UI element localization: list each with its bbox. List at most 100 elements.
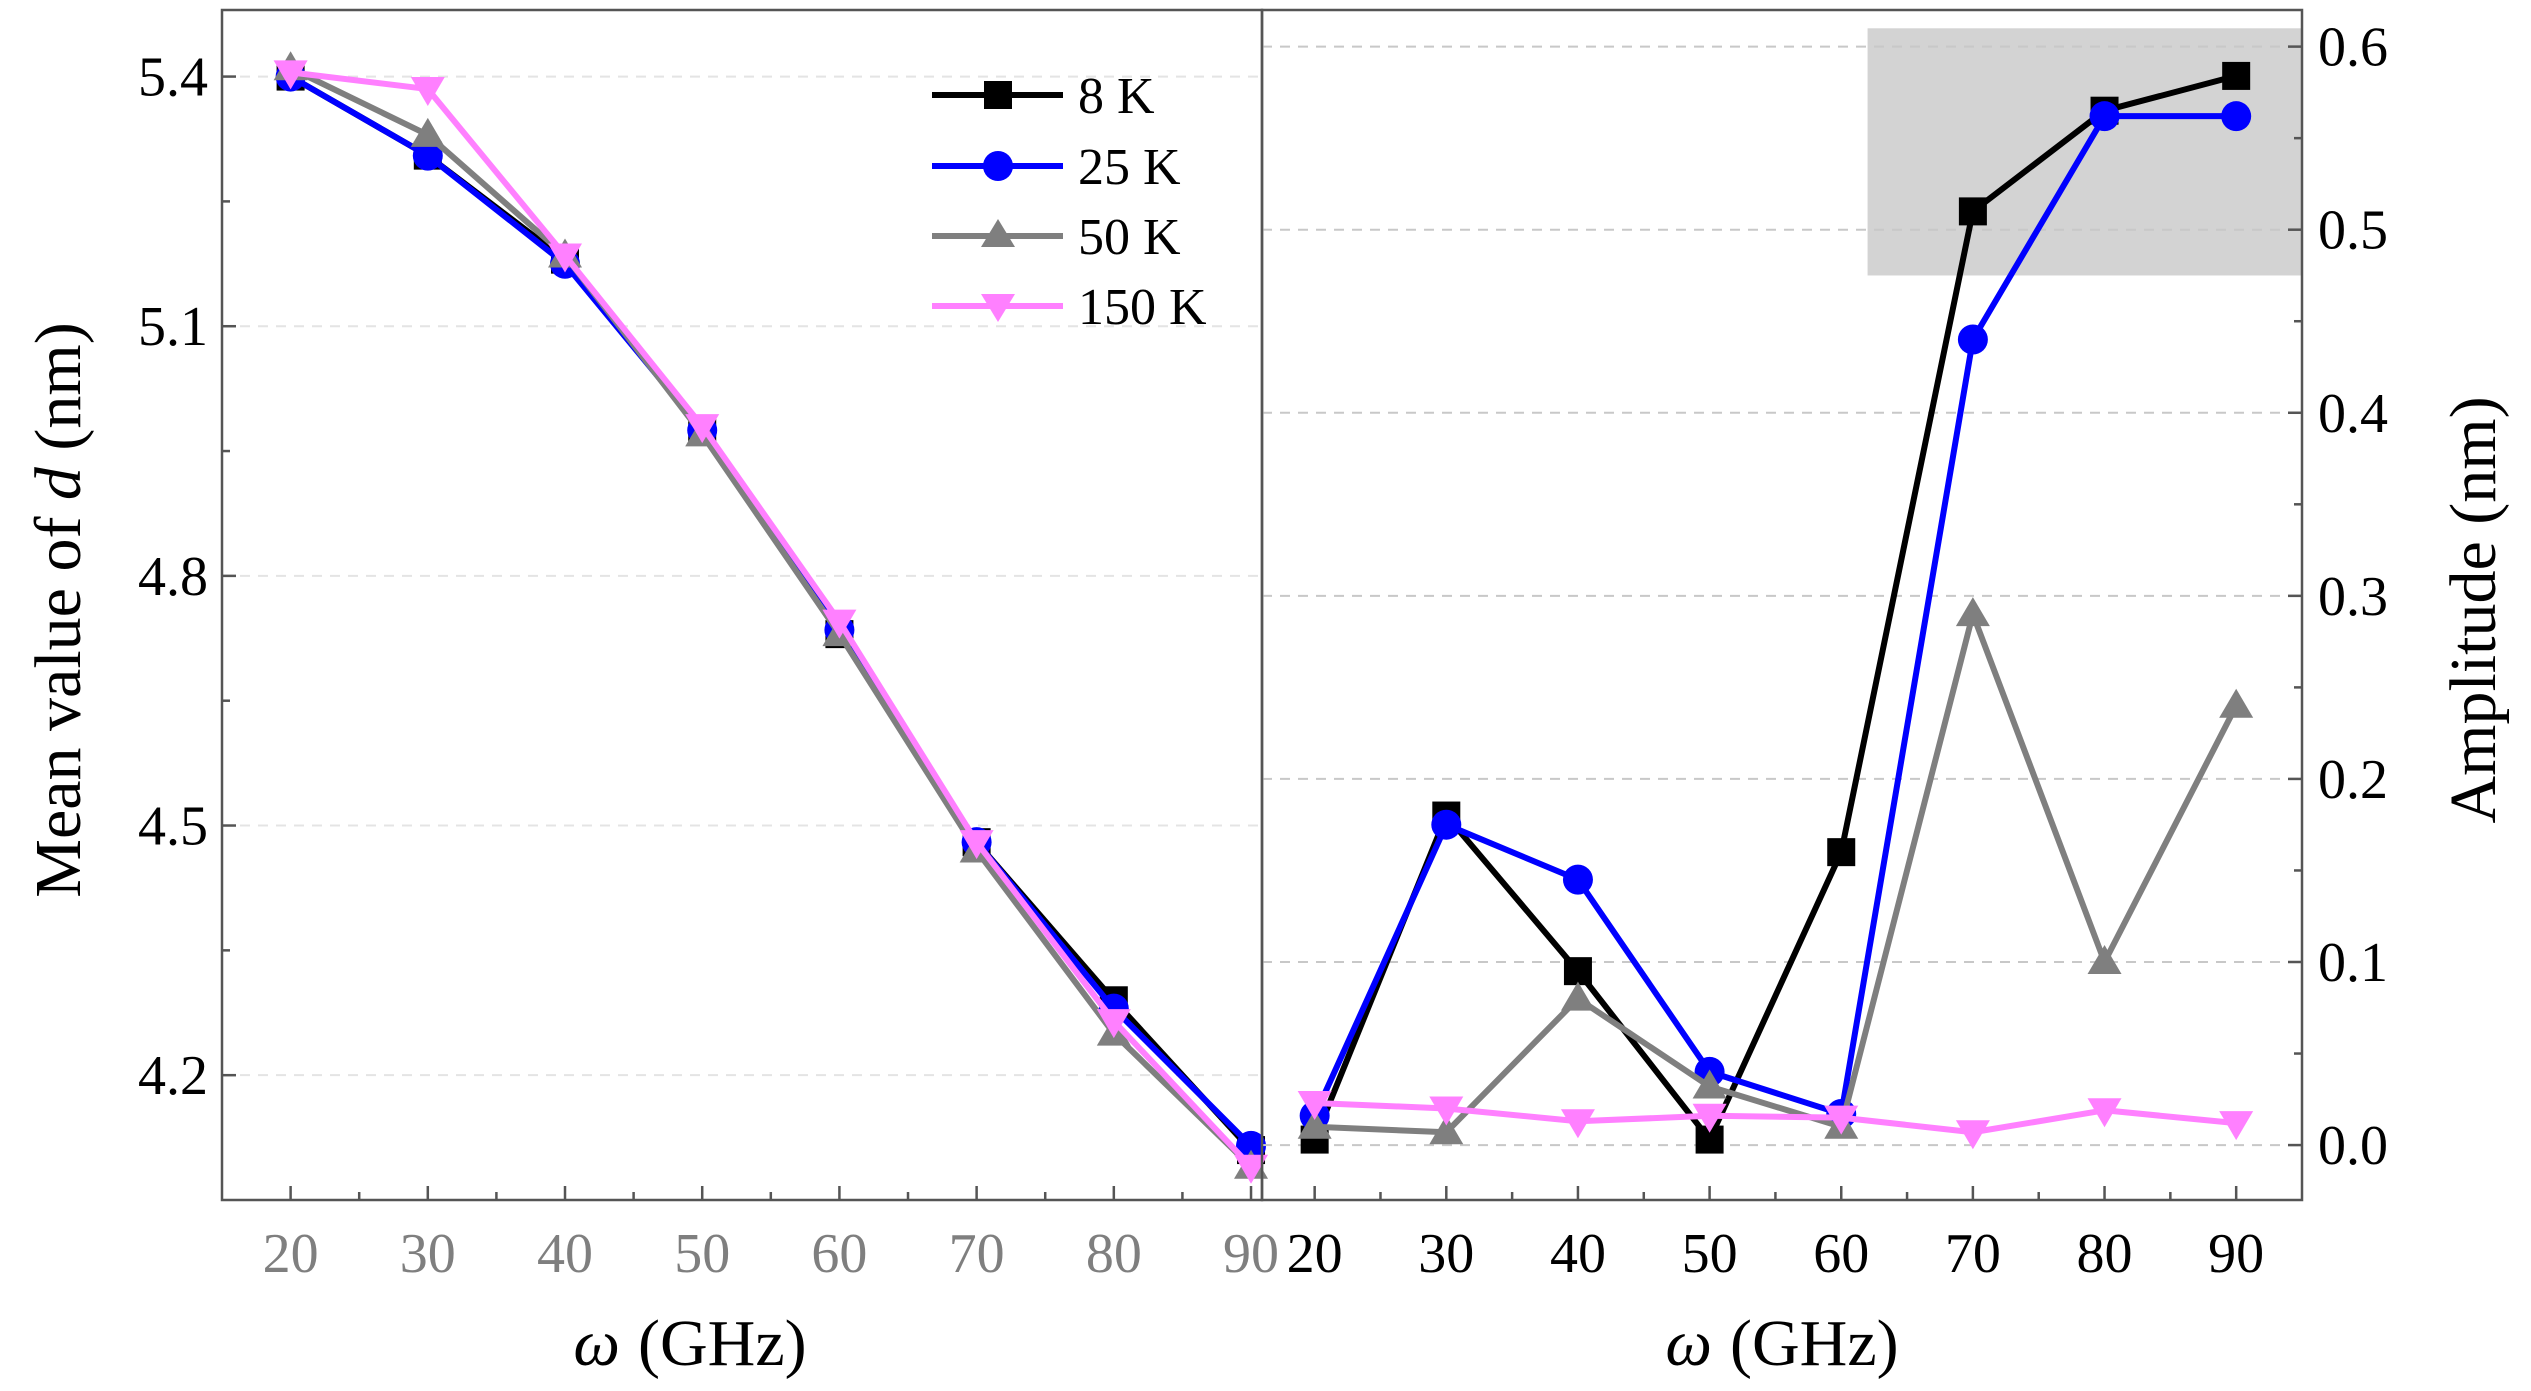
right-x-tick-label: 50 — [1682, 1223, 1738, 1285]
left-x-tick-label: 20 — [263, 1223, 319, 1285]
right-point-150-k — [2087, 1098, 2122, 1128]
left-point-150-k — [1096, 1009, 1131, 1039]
left-y-tick-label: 4.2 — [138, 1045, 208, 1107]
left-series-line-150-k — [290, 69, 1254, 1169]
right-series-150-k — [1297, 1090, 2254, 1150]
right-x-tick-label: 60 — [1813, 1223, 1869, 1285]
left-x-axis-unit: (GHz) — [638, 1307, 807, 1380]
left-x-tick-label: 60 — [811, 1223, 867, 1285]
right-x-tick-label: 70 — [1945, 1223, 2001, 1285]
left-point-150-k — [548, 243, 583, 273]
left-point-150-k — [959, 830, 994, 860]
right-series-line-150-k — [1314, 1099, 2237, 1136]
right-y-tick-label: 0.4 — [2318, 383, 2388, 445]
right-point-8-k — [1563, 957, 1592, 986]
legend: 8 K 25 K 50 K 150 K — [932, 68, 1207, 336]
legend-item-50k: 50 K — [932, 209, 1181, 266]
right-point-150-k — [1429, 1096, 1464, 1126]
left-x-tick-label: 40 — [537, 1223, 593, 1285]
right-y-tick-label: 0.1 — [2318, 932, 2388, 994]
left-x-axis-symbol: ω — [573, 1307, 620, 1380]
left-x-tick-label: 80 — [1086, 1223, 1142, 1285]
left-y-tick-label: 4.5 — [138, 796, 208, 858]
left-point-150-k — [685, 414, 720, 444]
legend-label-150k: 150 K — [1078, 279, 1207, 336]
right-x-axis-unit: (GHz) — [1730, 1307, 1899, 1380]
left-y-axis-title-prefix: Mean value of — [22, 500, 95, 898]
left-x-axis-title: ω (GHz) — [573, 1307, 806, 1380]
right-point-8-k — [2222, 61, 2251, 90]
right-y-tick-label: 0.6 — [2318, 17, 2388, 79]
right-series-group — [1297, 61, 2254, 1154]
right-point-50-k — [1429, 1115, 1464, 1145]
left-y-axis-symbol: d — [22, 466, 95, 500]
left-series-group — [273, 51, 1269, 1184]
right-point-150-k — [1560, 1109, 1595, 1139]
right-point-50-k — [2087, 945, 2122, 974]
right-x-tick-label: 30 — [1418, 1223, 1474, 1285]
right-gridlines — [1262, 45, 2302, 1147]
right-point-50-k — [1692, 1069, 1727, 1099]
right-point-8-k — [1958, 197, 1987, 226]
right-plot-panel: 20 30 40 50 60 70 80 90 0.0 0.1 0.2 0.3 0.4 0.5 0.6 ω… — [1260, 8, 2510, 1380]
left-y-axis-ticks: 4.2 4.5 4.8 5.1 5.4 — [138, 47, 236, 1107]
legend-label-25k: 25 K — [1078, 139, 1181, 196]
right-point-25-k — [1957, 324, 1988, 355]
left-x-tick-label: 70 — [949, 1223, 1005, 1285]
right-y-tick-label: 0.0 — [2318, 1115, 2388, 1177]
right-point-50-k — [2219, 688, 2254, 718]
right-x-tick-label: 20 — [1287, 1223, 1343, 1285]
right-x-axis-symbol: ω — [1665, 1307, 1712, 1380]
left-gridlines — [222, 75, 1262, 1077]
left-point-150-k — [822, 609, 857, 639]
left-point-150-k — [410, 77, 445, 107]
right-point-25-k — [1431, 809, 1462, 840]
left-x-axis-ticks: 20 30 40 50 60 70 80 90 — [263, 1186, 1279, 1285]
right-point-50-k — [1560, 981, 1595, 1011]
right-point-25-k — [2089, 101, 2120, 132]
left-y-tick-label: 5.4 — [138, 47, 208, 109]
right-point-25-k — [2221, 101, 2252, 132]
left-point-150-k — [273, 60, 308, 90]
left-series-150-k — [273, 60, 1269, 1184]
left-y-axis-title-suffix: (nm) — [22, 322, 95, 467]
right-point-150-k — [1297, 1090, 1332, 1120]
left-y-tick-label: 4.8 — [138, 546, 208, 608]
left-x-tick-label: 90 — [1223, 1223, 1279, 1285]
right-y-axis-title: Amplitude (nm) — [2437, 396, 2510, 823]
left-y-tick-label: 5.1 — [138, 296, 208, 358]
right-series-line-8-k — [1311, 73, 2237, 1143]
left-y-axis-title: Mean value of d (nm) — [22, 322, 95, 897]
right-series-line-25-k — [1311, 113, 2237, 1118]
right-y-tick-label: 0.2 — [2318, 749, 2388, 811]
legend-label-50k: 50 K — [1078, 209, 1181, 266]
left-point-150-k — [1234, 1154, 1269, 1184]
left-x-tick-label: 50 — [674, 1223, 730, 1285]
legend-marker-8k — [984, 81, 1012, 109]
left-point-25-k — [412, 140, 443, 171]
left-point-50-k — [410, 117, 445, 147]
legend-item-25k: 25 K — [932, 139, 1181, 196]
right-x-axis-title: ω (GHz) — [1665, 1307, 1898, 1380]
right-point-50-k — [1297, 1109, 1332, 1139]
right-x-tick-label: 40 — [1550, 1223, 1606, 1285]
right-point-8-k — [1827, 838, 1856, 867]
left-point-25-k — [1236, 1130, 1267, 1161]
right-point-150-k — [2219, 1111, 2254, 1141]
legend-marker-25k — [983, 151, 1013, 181]
right-point-150-k — [1955, 1120, 1990, 1150]
right-y-tick-label: 0.3 — [2318, 566, 2388, 628]
right-y-tick-label: 0.5 — [2318, 200, 2388, 262]
legend-item-150k: 150 K — [932, 279, 1207, 336]
legend-item-8k: 8 K — [932, 68, 1155, 125]
right-point-50-k — [1955, 597, 1990, 627]
left-series-line-50-k — [289, 65, 1254, 1169]
legend-label-8k: 8 K — [1078, 68, 1155, 125]
right-point-25-k — [1562, 864, 1593, 895]
legend-marker-150k — [981, 294, 1015, 322]
right-x-axis-ticks: 20 30 40 50 60 70 80 90 — [1287, 1186, 2264, 1285]
left-x-tick-label: 30 — [400, 1223, 456, 1285]
right-x-tick-label: 80 — [2077, 1223, 2133, 1285]
right-y-axis-ticks: 0.0 0.1 0.2 0.3 0.4 0.5 0.6 — [2288, 17, 2388, 1177]
